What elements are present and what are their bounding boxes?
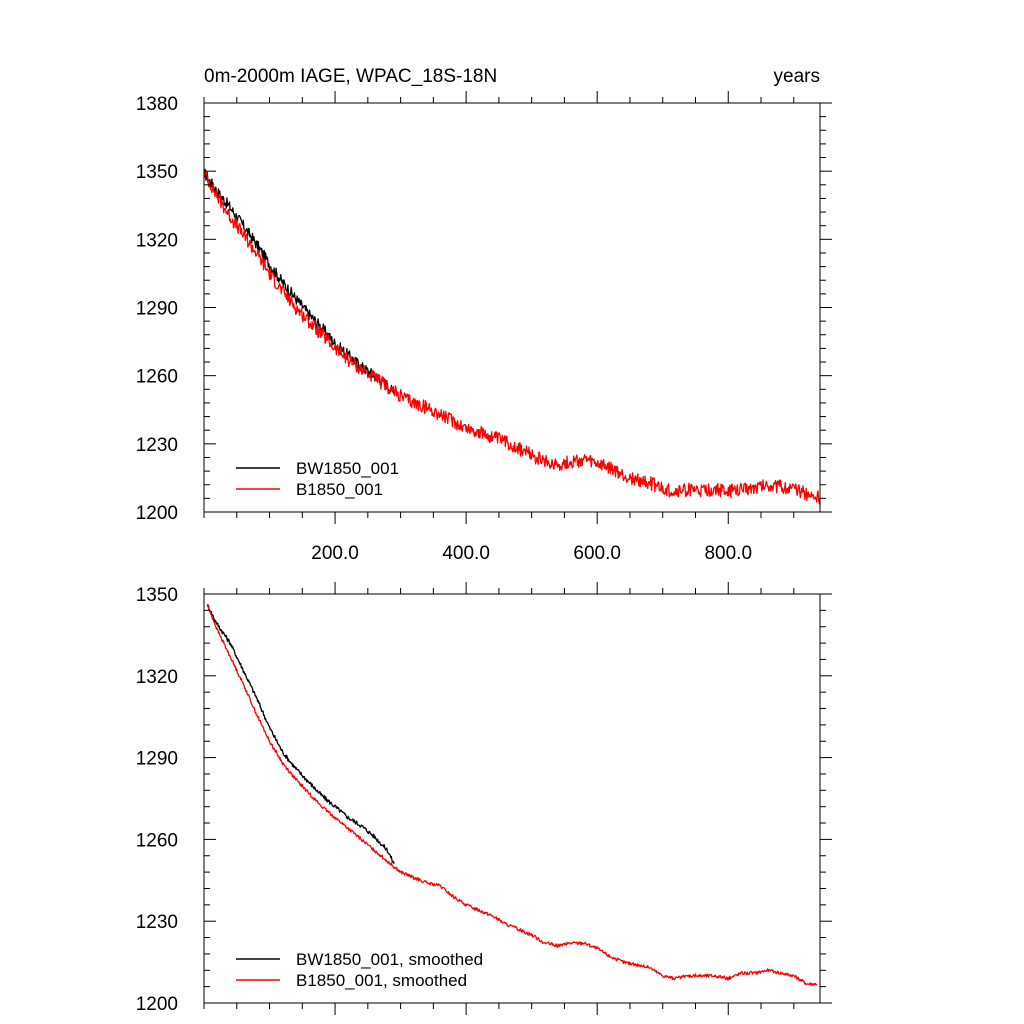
bottom-panel: 1200 1230 1260 1290 1320 1350 BW1850_001, smo… <box>136 582 832 1015</box>
y-tick-label: 1230 <box>136 435 178 456</box>
y-tick-label: 1260 <box>136 367 178 388</box>
y-tick-label: 1350 <box>136 585 178 606</box>
top-panel: 0m-2000m IAGE, WPAC_18S-18N years 120012… <box>136 66 832 564</box>
y-tick-label: 1320 <box>136 230 178 251</box>
x-tick-label: 600.0 <box>573 543 621 564</box>
x-tick-label: 800.0 <box>704 543 752 564</box>
plot-frame <box>203 593 821 1004</box>
series-line-0 <box>206 604 395 865</box>
series-line-1 <box>204 170 821 505</box>
y-tick-label: 1290 <box>136 749 178 770</box>
y-tick-label: 1320 <box>136 667 178 688</box>
y-tick-label: 1230 <box>136 912 178 933</box>
chart-title: 0m-2000m IAGE, WPAC_18S-18N <box>204 66 497 87</box>
legend-label-0: BW1850_001, smoothed <box>296 950 483 969</box>
legend: BW1850_001, smoothed B1850_001, smoothed <box>236 950 483 990</box>
x-tick-label: 200.0 <box>311 543 359 564</box>
axes-group: 1200 1230 1260 1290 1320 1350 <box>136 582 832 1015</box>
axes-group: 1200 1230 1260 1290 1320 1350 1380 200.0 400.0 60… <box>136 91 832 564</box>
series-group <box>206 604 818 987</box>
y-tick-label: 1200 <box>136 503 178 524</box>
y-tick-label: 1290 <box>136 299 178 320</box>
x-tick-label: 400.0 <box>442 543 490 564</box>
series-line-0 <box>204 168 395 395</box>
legend: BW1850_001 B1850_001 <box>236 459 399 499</box>
y-tick-label: 1260 <box>136 830 178 851</box>
legend-label-1: B1850_001 <box>296 480 383 499</box>
y-tick-label: 1380 <box>136 94 178 115</box>
legend-label-1: B1850_001, smoothed <box>296 971 467 990</box>
y-tick-label: 1200 <box>136 994 178 1015</box>
units-label: years <box>774 66 820 87</box>
y-tick-label: 1350 <box>136 162 178 183</box>
legend-label-0: BW1850_001 <box>296 459 399 478</box>
series-group <box>204 168 821 505</box>
series-line-1 <box>206 604 818 987</box>
